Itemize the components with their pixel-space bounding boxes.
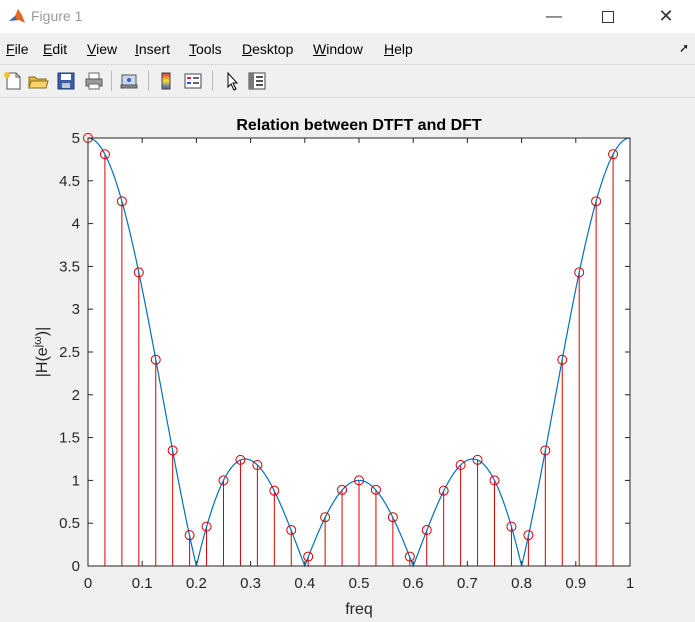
- x-tick-label: 0.6: [403, 575, 424, 592]
- dft-marker: [557, 354, 568, 365]
- y-tick-label: 3: [72, 301, 80, 318]
- dft-marker: [591, 196, 602, 207]
- pointer-icon[interactable]: [221, 70, 243, 92]
- dft-marker: [320, 512, 331, 523]
- x-tick-label: 0.5: [349, 575, 370, 592]
- dft-marker: [540, 445, 551, 456]
- menu-help[interactable]: Help: [384, 41, 413, 57]
- title-bar: Figure 1 — ✕: [0, 0, 695, 33]
- menu-insert[interactable]: Insert: [135, 41, 171, 57]
- dft-marker: [608, 149, 619, 160]
- y-tick-label: 2.5: [59, 344, 80, 361]
- dft-marker: [252, 459, 263, 470]
- axes-box: [87, 137, 631, 567]
- y-tick-label: 0.5: [59, 515, 80, 532]
- y-tick-label: 1: [72, 472, 80, 489]
- maximize-button[interactable]: [585, 0, 631, 33]
- property-inspector-icon[interactable]: [246, 70, 268, 92]
- dft-stems: [87, 138, 614, 566]
- x-tick-label: 0: [84, 575, 92, 592]
- y-tick-label: 4: [72, 216, 80, 233]
- dft-marker: [523, 530, 534, 541]
- colorbar-icon[interactable]: [155, 70, 177, 92]
- dft-marker: [218, 475, 229, 486]
- y-axis-label: |H(ejω)|: [32, 327, 51, 377]
- dft-marker: [438, 485, 449, 496]
- legend-icon[interactable]: [182, 70, 204, 92]
- x-axis-label: freq: [345, 601, 373, 618]
- dock-arrow-icon[interactable]: ➚: [678, 41, 689, 55]
- dft-marker: [337, 484, 348, 495]
- figure-canvas: Relation between DTFT and DFT freq |H(ej…: [32, 117, 634, 618]
- menu-view[interactable]: View: [87, 41, 118, 57]
- dft-marker: [387, 512, 398, 523]
- dft-marker: [116, 196, 127, 207]
- y-tick-label: 5: [72, 130, 80, 147]
- dft-marker: [489, 475, 500, 486]
- chart-title: Relation between DTFT and DFT: [236, 117, 482, 134]
- toolbar-separator: [148, 71, 149, 91]
- menu-tools[interactable]: Tools: [189, 41, 222, 57]
- link-plot-icon[interactable]: [118, 70, 140, 92]
- save-icon[interactable]: [55, 70, 77, 92]
- minimize-icon: —: [546, 7, 562, 25]
- dft-marker: [150, 354, 161, 365]
- dft-marker: [506, 521, 517, 532]
- x-tick-label: 0.2: [186, 575, 207, 592]
- toolbar-separator: [212, 71, 213, 91]
- dft-marker: [354, 475, 364, 486]
- y-tick-label: 1.5: [59, 430, 80, 447]
- matlab-icon: [8, 7, 26, 25]
- dft-marker: [167, 445, 178, 456]
- y-tick-label: 0: [72, 558, 80, 575]
- minimize-button[interactable]: —: [531, 0, 577, 33]
- dft-markers: [83, 133, 619, 562]
- close-button[interactable]: ✕: [643, 0, 689, 33]
- toolbar: [0, 64, 695, 98]
- dft-marker: [286, 525, 297, 536]
- dft-marker: [201, 521, 212, 532]
- dft-marker: [404, 551, 415, 562]
- menu-window[interactable]: Window: [313, 41, 363, 57]
- x-tick-label: 0.3: [240, 575, 261, 592]
- menu-desktop[interactable]: Desktop: [242, 41, 294, 57]
- y-tick-label: 2: [72, 387, 80, 404]
- dft-marker: [574, 267, 585, 278]
- new-figure-icon[interactable]: [2, 70, 24, 92]
- open-file-icon[interactable]: [27, 70, 49, 92]
- x-tick-label: 0.8: [511, 575, 532, 592]
- menu-bar: File Edit View Insert Tools Desktop Wind…: [0, 38, 695, 60]
- menu-file[interactable]: File: [6, 41, 29, 57]
- axis-ticks: 0 0.1 0.2 0.3 0.4 0.5 0.6 0.7 0.8 0.9 1 0 0.5 1 1.5 2 2.…: [59, 130, 634, 592]
- maximize-icon: [602, 10, 614, 23]
- dft-marker: [269, 485, 280, 496]
- x-tick-label: 0.4: [294, 575, 315, 592]
- x-tick-label: 0.9: [565, 575, 586, 592]
- print-icon[interactable]: [83, 70, 105, 92]
- dft-marker: [421, 525, 432, 536]
- x-tick-label: 0.1: [132, 575, 153, 592]
- toolbar-separator: [111, 71, 112, 91]
- close-icon: ✕: [658, 6, 674, 26]
- dft-marker: [455, 459, 466, 470]
- dft-marker: [303, 551, 314, 562]
- dft-marker: [370, 484, 381, 495]
- window-title: Figure 1: [31, 8, 83, 24]
- dtft-curve: [87, 137, 631, 568]
- x-tick-label: 1: [626, 575, 634, 592]
- dft-marker: [99, 149, 110, 160]
- y-tick-label: 4.5: [59, 173, 80, 190]
- dft-marker: [184, 530, 195, 541]
- dft-marker: [472, 454, 483, 465]
- y-tick-label: 3.5: [59, 258, 80, 275]
- x-tick-label: 0.7: [457, 575, 478, 592]
- dft-marker: [235, 454, 246, 465]
- dft-marker: [133, 267, 144, 278]
- menu-edit[interactable]: Edit: [43, 41, 68, 57]
